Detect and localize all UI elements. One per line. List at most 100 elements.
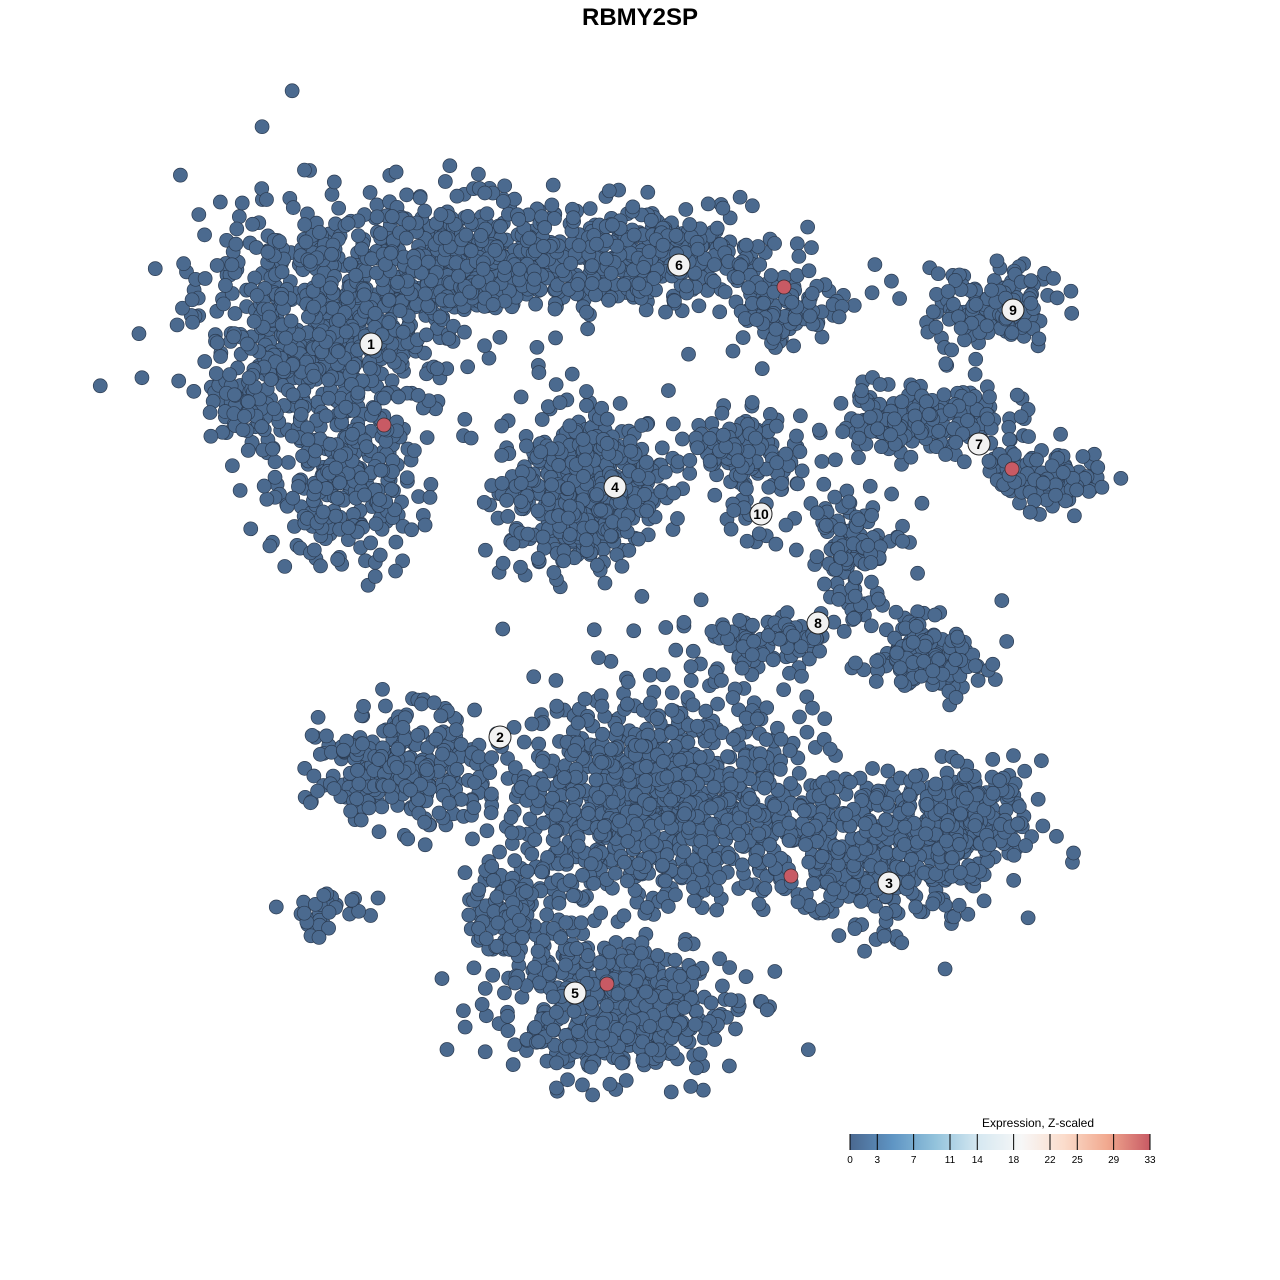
cell-point xyxy=(321,372,336,388)
cell-point xyxy=(800,219,816,235)
cell-point xyxy=(237,409,252,424)
cell-point xyxy=(362,185,378,200)
cell-point xyxy=(388,563,403,579)
cell-point xyxy=(832,522,848,537)
cell-point xyxy=(331,200,347,216)
cell-point xyxy=(683,659,699,675)
cell-point xyxy=(595,726,610,742)
cell-point xyxy=(792,444,808,460)
cell-point xyxy=(785,628,801,644)
cell-point xyxy=(570,715,586,731)
cell-point xyxy=(232,483,248,498)
cell-point xyxy=(730,453,746,469)
cell-point xyxy=(330,552,345,567)
cell-point xyxy=(235,422,251,438)
cell-point xyxy=(731,827,747,842)
cell-point xyxy=(707,257,722,273)
cell-point xyxy=(623,443,639,459)
cell-point xyxy=(356,287,372,303)
cell-point xyxy=(579,398,594,413)
cell-point xyxy=(513,476,529,491)
cell-point xyxy=(712,870,727,885)
cell-point xyxy=(801,263,817,279)
cell-point xyxy=(432,309,448,325)
cell-point xyxy=(276,361,291,377)
cell-point xyxy=(968,297,984,312)
cell-point xyxy=(531,365,547,380)
cell-point xyxy=(516,734,532,750)
cell-point xyxy=(520,526,536,542)
cell-point xyxy=(786,338,801,354)
cell-point xyxy=(620,873,635,889)
cell-point xyxy=(495,555,511,571)
cell-point xyxy=(680,734,696,750)
cell-point xyxy=(676,614,692,630)
cell-point xyxy=(392,303,408,319)
cell-point xyxy=(306,542,322,558)
cell-point xyxy=(682,466,698,481)
cell-point xyxy=(814,454,830,469)
cell-point xyxy=(1002,432,1017,447)
cell-point xyxy=(756,295,771,311)
cell-point xyxy=(884,486,899,502)
cell-point xyxy=(326,781,342,796)
cell-point xyxy=(709,220,725,236)
cell-point xyxy=(499,493,515,508)
cell-point xyxy=(925,304,941,320)
cell-point xyxy=(660,810,676,826)
cell-point xyxy=(315,504,331,520)
cell-point xyxy=(295,448,310,464)
cell-point xyxy=(348,268,364,283)
cell-point xyxy=(661,383,676,398)
cell-point xyxy=(691,298,707,314)
cell-point xyxy=(412,190,428,206)
cell-point xyxy=(373,462,389,478)
cell-point xyxy=(534,754,550,769)
cell-point xyxy=(735,330,751,345)
cell-point xyxy=(336,742,351,758)
cell-point xyxy=(481,350,497,366)
cell-point xyxy=(492,330,508,345)
cell-point xyxy=(403,782,418,798)
cell-point xyxy=(892,660,908,676)
cell-point xyxy=(227,306,243,321)
cell-point xyxy=(582,201,598,216)
cell-point xyxy=(706,779,722,795)
cell-point xyxy=(254,419,270,435)
cell-point xyxy=(994,593,1010,608)
cell-point xyxy=(391,389,406,405)
cell-point xyxy=(390,275,405,290)
cell-point xyxy=(956,454,972,470)
cell-point xyxy=(867,257,883,272)
cell-point xyxy=(910,420,926,435)
cell-point xyxy=(970,673,986,688)
cell-point xyxy=(872,377,888,392)
cell-point xyxy=(640,184,656,200)
cell-point xyxy=(222,367,238,382)
cell-point xyxy=(693,592,709,608)
cell-point xyxy=(666,485,682,501)
cell-point xyxy=(638,759,654,774)
cell-point xyxy=(428,731,444,747)
cell-point xyxy=(351,776,367,792)
cell-point xyxy=(453,737,469,752)
cell-point xyxy=(747,804,763,820)
cell-point xyxy=(833,550,849,565)
cell-point xyxy=(625,199,641,215)
cell-point xyxy=(634,589,650,604)
cell-point xyxy=(700,196,716,212)
cell-point xyxy=(417,814,432,830)
cell-point xyxy=(741,280,756,296)
cell-point xyxy=(638,773,654,788)
cell-point xyxy=(735,755,751,771)
cell-point xyxy=(658,620,674,635)
cell-point xyxy=(184,292,200,308)
cell-point xyxy=(908,899,924,915)
cell-point xyxy=(791,249,807,264)
cell-point xyxy=(537,220,553,235)
cell-point xyxy=(614,558,630,574)
cell-point xyxy=(530,503,546,519)
cell-point xyxy=(649,711,665,726)
cell-point xyxy=(605,794,621,810)
cell-point xyxy=(1023,295,1039,311)
